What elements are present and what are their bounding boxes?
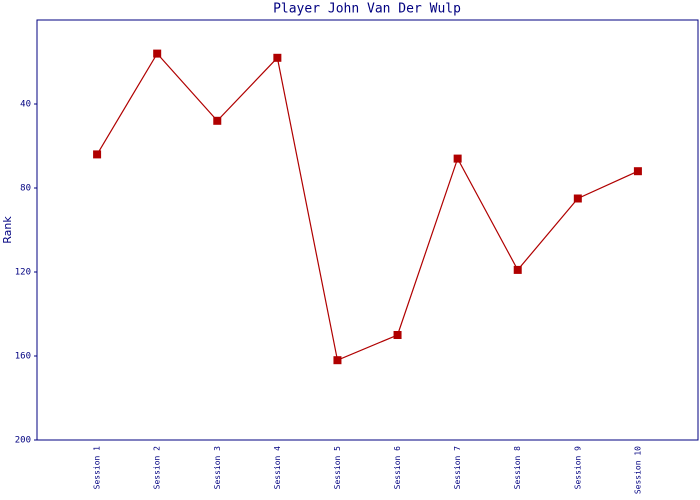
x-tick-label: Session 8 xyxy=(513,446,522,490)
data-point xyxy=(213,116,222,125)
x-tick-label: Session 1 xyxy=(93,446,102,490)
y-tick-label: 200 xyxy=(15,436,31,446)
x-tick-label: Session 6 xyxy=(393,446,402,490)
y-tick-label: 120 xyxy=(15,268,31,278)
data-point xyxy=(573,194,582,203)
data-point xyxy=(513,265,522,274)
chart-title: Player John Van Der Wulp xyxy=(273,2,461,17)
data-point xyxy=(633,167,642,176)
y-tick-label: 40 xyxy=(20,100,31,110)
x-tick-label: Session 9 xyxy=(573,446,582,490)
x-tick-label: Session 5 xyxy=(333,446,342,490)
y-tick-label: 80 xyxy=(20,184,31,194)
series-line xyxy=(96,52,639,362)
data-point xyxy=(273,53,282,62)
data-point xyxy=(93,150,102,159)
y-tick-label: 160 xyxy=(15,352,31,362)
y-axis-label: Rank xyxy=(1,216,14,244)
data-point xyxy=(393,331,402,339)
data-point xyxy=(453,154,462,163)
data-point xyxy=(333,356,342,365)
plot-frame xyxy=(36,19,699,441)
x-tick-label: Session 3 xyxy=(213,446,222,490)
x-tick-label: Session 10 xyxy=(633,446,642,494)
x-tick-label: Session 7 xyxy=(453,446,462,490)
x-tick-label: Session 4 xyxy=(273,446,282,490)
x-tick-label: Session 2 xyxy=(153,446,162,490)
data-point xyxy=(153,49,162,58)
